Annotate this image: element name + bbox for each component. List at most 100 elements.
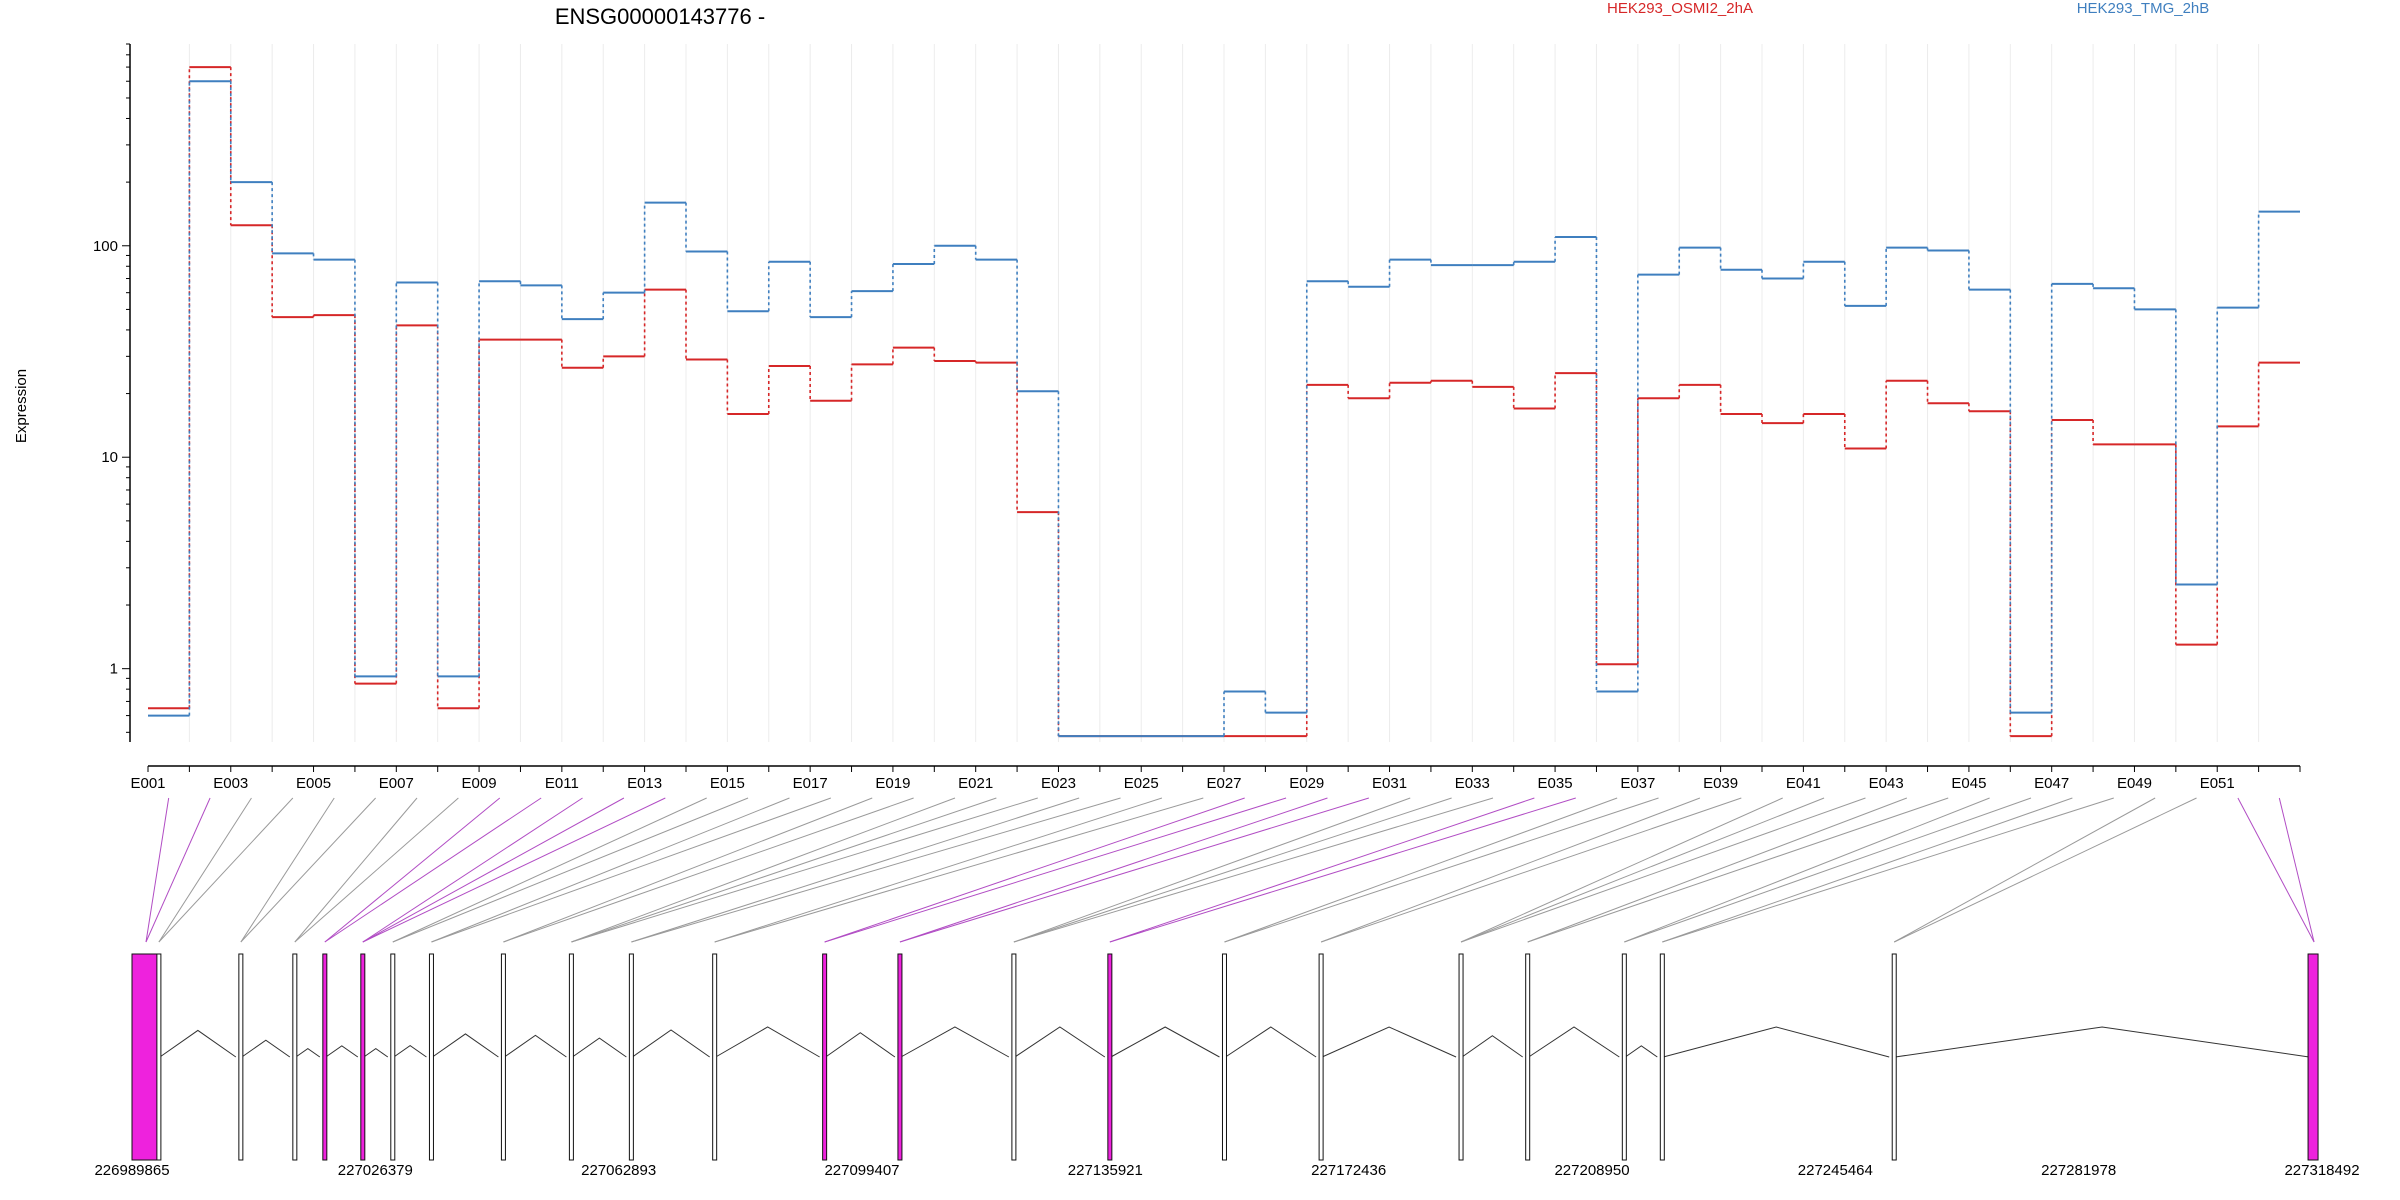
intron xyxy=(900,1026,1010,1058)
x-tick-label: E013 xyxy=(627,775,662,792)
intron xyxy=(1225,1026,1317,1058)
exon-connector xyxy=(324,797,501,943)
exon-connector xyxy=(158,797,294,943)
y-tick-label: 10 xyxy=(101,449,118,466)
genomic-coordinate-axis: 226989865 227026379 227062893 227099407 2271… xyxy=(94,1162,2359,1179)
exon-connector xyxy=(294,797,459,943)
exon-connector xyxy=(824,797,1287,943)
exon-box xyxy=(1318,953,1324,1161)
x-tick-label: E051 xyxy=(2200,775,2235,792)
exon-connector xyxy=(362,797,583,943)
x-tick-label: E009 xyxy=(462,775,497,792)
x-tick-label: E011 xyxy=(545,775,579,792)
exon-box xyxy=(156,953,162,1161)
exon-connector xyxy=(824,797,1245,943)
coordinate-label: 227099407 xyxy=(824,1162,899,1179)
x-tick-label: E041 xyxy=(1786,775,1821,792)
exon-box xyxy=(1891,953,1897,1161)
intron xyxy=(715,1026,820,1058)
intron xyxy=(572,1037,627,1058)
series-2 xyxy=(148,80,2300,738)
coordinate-label: 227245464 xyxy=(1798,1162,1873,1179)
intron xyxy=(1321,1026,1457,1058)
intron xyxy=(1625,1045,1658,1058)
exon-box xyxy=(390,953,396,1161)
coordinate-label: 227318492 xyxy=(2284,1162,2359,1179)
exon-connectors xyxy=(145,797,2315,943)
exon-box xyxy=(131,953,161,1161)
exon-connector xyxy=(714,797,1163,943)
x-tick-label: E025 xyxy=(1124,775,1159,792)
x-tick-label: E039 xyxy=(1703,775,1738,792)
exon-box xyxy=(1621,953,1627,1161)
gene-model-track xyxy=(131,953,2319,1161)
exon-connector xyxy=(631,797,1121,943)
intron xyxy=(159,1029,237,1058)
intron xyxy=(1461,1035,1523,1058)
x-tick-label: E035 xyxy=(1538,775,1573,792)
x-tick-label: E043 xyxy=(1869,775,1904,792)
coordinate-label: 227281978 xyxy=(2041,1162,2116,1179)
exon-box xyxy=(568,953,574,1161)
exon-box xyxy=(500,953,506,1161)
x-tick-label: E031 xyxy=(1372,775,1407,792)
intron xyxy=(1895,1026,2310,1058)
exon-connector xyxy=(1224,797,1618,943)
legend-series-2: HEK293_TMG_2hB xyxy=(2077,0,2210,17)
intron xyxy=(363,1047,389,1058)
exon-connector xyxy=(1662,797,2073,943)
x-tick-label: E049 xyxy=(2117,775,2152,792)
exon-connector xyxy=(1624,797,1990,943)
x-tick-label: E037 xyxy=(1620,775,1655,792)
exon-connector xyxy=(631,797,1080,943)
exon-connector xyxy=(392,797,707,943)
exon-box xyxy=(1107,953,1113,1161)
exon-box xyxy=(1458,953,1464,1161)
exon-connector xyxy=(362,797,625,943)
exon-connector xyxy=(1013,797,1452,943)
exon-connector xyxy=(145,797,211,943)
exon-connector xyxy=(1460,797,1783,943)
x-tick-label: E017 xyxy=(793,775,828,792)
intron xyxy=(1110,1026,1220,1058)
exon-connector xyxy=(1320,797,1701,943)
exon-connector xyxy=(1109,797,1535,943)
exon-box xyxy=(292,953,298,1161)
exon-connector xyxy=(1624,797,2032,943)
exon-connector xyxy=(240,797,376,943)
exon-connector xyxy=(899,797,1328,943)
intron xyxy=(432,1033,499,1058)
exon-connector xyxy=(571,797,956,943)
exon-connector xyxy=(503,797,914,943)
exon-connector xyxy=(1460,797,1825,943)
exon-connector xyxy=(1662,797,2114,943)
exon-connector xyxy=(324,797,542,943)
exon-box xyxy=(1221,953,1227,1161)
exon-connector xyxy=(158,797,252,943)
intron xyxy=(1014,1026,1106,1058)
exon-connector xyxy=(714,797,1204,943)
exon-connector xyxy=(392,797,749,943)
exon-connector xyxy=(1460,797,1866,943)
x-tick-label: E027 xyxy=(1206,775,1241,792)
exon-connector xyxy=(571,797,1038,943)
exon-connector xyxy=(1224,797,1659,943)
x-axis: E001 E003 E005 E007 E009 E011 E013 E015 E017 E019… xyxy=(130,765,2301,792)
x-tick-label: E005 xyxy=(296,775,331,792)
y-tick-label: 100 xyxy=(93,238,118,255)
exon-connector xyxy=(1320,797,1742,943)
exon-connector xyxy=(2278,797,2315,943)
y-axis-label: Expression xyxy=(13,369,30,443)
intron xyxy=(632,1029,710,1058)
exon-box xyxy=(712,953,718,1161)
intron xyxy=(241,1039,291,1058)
exon-connector xyxy=(1013,797,1494,943)
y-tick-label: 1 xyxy=(110,661,118,678)
exon-connector xyxy=(1527,797,1949,943)
coordinate-label: 227208950 xyxy=(1554,1162,1629,1179)
exon-connector xyxy=(503,797,873,943)
chart-title: ENSG00000143776 - xyxy=(555,4,765,29)
intron xyxy=(504,1034,567,1058)
exon-box xyxy=(322,953,328,1161)
